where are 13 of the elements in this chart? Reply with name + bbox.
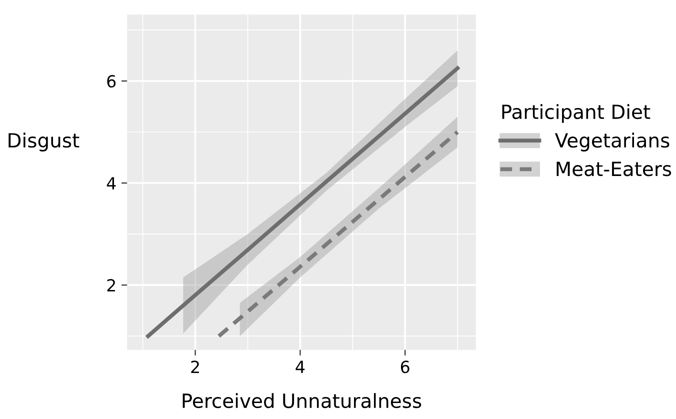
y-axis-title: Disgust xyxy=(8,132,80,152)
legend-label: Vegetarians xyxy=(554,132,670,152)
x-tick-label: 4 xyxy=(296,360,305,373)
y-tick-label: 2 xyxy=(107,279,115,292)
x-tick-label: 2 xyxy=(191,360,199,373)
legend-label: Meat-Eaters xyxy=(556,162,672,176)
y-tick-label: 4 xyxy=(106,177,116,190)
x-axis-title: Perceived Unnaturalness xyxy=(182,393,422,408)
x-tick-label: 6 xyxy=(400,360,410,374)
legend-title: Participant Diet xyxy=(502,104,650,123)
line-series xyxy=(146,66,460,338)
y-tick-label: 6 xyxy=(107,74,116,88)
line-series xyxy=(216,130,460,338)
